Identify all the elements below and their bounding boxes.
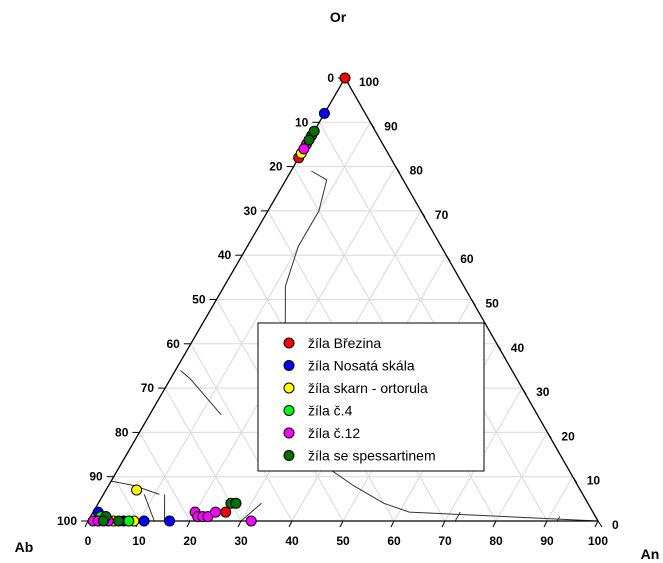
data-point — [304, 135, 314, 145]
tick-label-bottom: 10 — [132, 534, 146, 548]
tick-mark-bottom — [442, 521, 445, 527]
data-point — [139, 516, 149, 526]
tick-mark-bottom — [391, 521, 394, 527]
tick-mark-right — [547, 432, 551, 438]
tick-mark-bottom — [238, 521, 241, 527]
data-point — [165, 516, 175, 526]
legend-marker — [284, 383, 294, 393]
tick-label-bottom: 20 — [183, 534, 197, 548]
tick-label-left: 10 — [295, 115, 309, 129]
legend-label: žíla č.4 — [308, 403, 353, 419]
legend-label: žíla se spessartinem — [308, 448, 436, 464]
data-point — [299, 144, 309, 154]
tick-mark-right — [573, 477, 577, 483]
tick-label-bottom: 40 — [285, 534, 299, 548]
tick-label-right: 20 — [561, 429, 575, 443]
tick-label-right: 30 — [536, 385, 550, 399]
legend-marker — [284, 406, 294, 416]
tick-label-bottom: 100 — [588, 534, 608, 548]
tick-label-bottom: 50 — [336, 534, 350, 548]
data-point — [98, 516, 108, 526]
tick-label-right: 100 — [359, 75, 379, 89]
data-point — [231, 498, 241, 508]
tick-mark-right — [370, 122, 374, 128]
data-point — [319, 108, 329, 118]
tick-mark-right — [522, 388, 526, 394]
tick-mark-right — [396, 167, 400, 173]
data-point — [211, 507, 221, 517]
tick-label-right: 10 — [587, 474, 601, 488]
tick-label-left: 50 — [192, 293, 206, 307]
tick-label-left: 0 — [327, 71, 334, 85]
tick-label-left: 60 — [166, 337, 180, 351]
tick-label-bottom: 90 — [540, 534, 554, 548]
tick-label-bottom: 0 — [85, 534, 92, 548]
tick-mark-right — [497, 344, 501, 350]
tick-mark-right — [598, 521, 602, 527]
tick-label-bottom: 30 — [234, 534, 248, 548]
tick-mark-bottom — [340, 521, 343, 527]
data-point — [114, 516, 124, 526]
legend-label: žíla Nosatá skála — [308, 358, 415, 374]
tick-label-left: 80 — [115, 425, 129, 439]
tick-label-right: 50 — [486, 297, 500, 311]
legend-marker — [284, 428, 294, 438]
data-point — [246, 516, 256, 526]
tick-label-right: 70 — [435, 208, 449, 222]
tick-label-left: 30 — [244, 204, 258, 218]
tick-label-right: 80 — [410, 164, 424, 178]
legend: žíla Březina žíla Nosatá skála žíla skarn … — [258, 323, 484, 471]
data-point — [132, 485, 142, 495]
tick-label-right: 60 — [460, 252, 474, 266]
legend-label: žíla č.12 — [308, 425, 360, 441]
tick-label-left: 100 — [57, 514, 77, 528]
tick-mark-right — [446, 255, 450, 261]
field-boundary-2 — [181, 370, 222, 414]
tick-mark-bottom — [289, 521, 292, 527]
corner-label-left: Ab — [15, 539, 34, 555]
data-point — [124, 516, 134, 526]
data-point — [309, 126, 319, 136]
tick-mark-bottom — [85, 521, 88, 527]
tick-mark-right — [472, 300, 476, 306]
tick-label-right: 0 — [612, 518, 619, 532]
tick-mark-bottom — [544, 521, 547, 527]
field-boundary-7 — [455, 512, 460, 521]
legend-label: žíla skarn - ortorula — [308, 380, 428, 396]
tick-label-bottom: 80 — [489, 534, 503, 548]
tick-mark-right — [421, 211, 425, 217]
tick-label-left: 70 — [141, 381, 155, 395]
tick-label-bottom: 70 — [438, 534, 452, 548]
tick-mark-bottom — [493, 521, 496, 527]
tick-label-right: 90 — [384, 119, 398, 133]
tick-mark-bottom — [187, 521, 190, 527]
legend-marker — [284, 451, 294, 461]
tick-mark-bottom — [595, 521, 598, 527]
data-point — [221, 507, 231, 517]
tick-label-left: 40 — [218, 248, 232, 262]
corner-label-top: Or — [330, 9, 347, 25]
tick-label-bottom: 60 — [387, 534, 401, 548]
data-point — [340, 73, 350, 83]
tick-label-right: 40 — [511, 341, 525, 355]
legend-label: žíla Březina — [308, 335, 381, 351]
tick-label-left: 20 — [269, 160, 283, 174]
corner-label-right: An — [641, 546, 660, 562]
tick-label-left: 90 — [89, 470, 103, 484]
grid-line-ab — [114, 477, 139, 521]
legend-marker — [284, 338, 294, 348]
grid-line-an — [547, 477, 573, 521]
legend-marker — [284, 361, 294, 371]
